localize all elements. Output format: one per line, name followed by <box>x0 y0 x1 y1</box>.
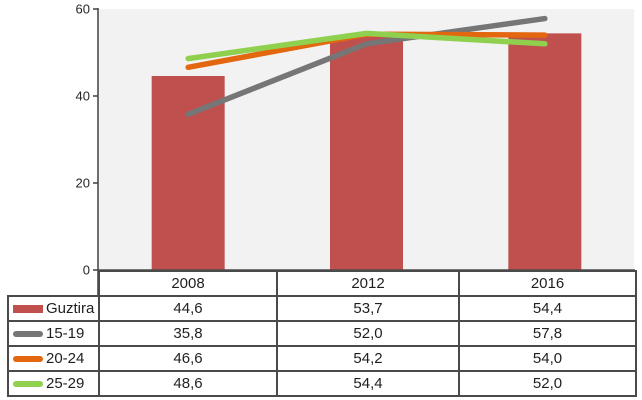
bar-guztira-2012 <box>330 36 403 270</box>
x-axis-label-2016: 2016 <box>458 270 637 297</box>
table-row: Guztira 44,6 53,7 54,4 <box>7 295 637 322</box>
legend-swatch-15-19 <box>13 331 43 338</box>
legend-label: 20-24 <box>46 350 85 367</box>
legend-label: 25-29 <box>46 375 85 392</box>
legend-swatch-20-24 <box>13 356 43 363</box>
legend-cell-guztira: Guztira <box>7 295 100 322</box>
y-tick-label: 20 <box>76 176 90 191</box>
table-cell: 52,0 <box>458 370 637 397</box>
bar-guztira-2008 <box>151 75 225 271</box>
legend-cell-20-24: 20-24 <box>7 345 100 372</box>
legend-swatch-guztira <box>13 305 43 314</box>
table-row: 15-19 35,8 52,0 57,8 <box>7 320 637 347</box>
table-row: 20-24 46,6 54,2 54,0 <box>7 345 637 372</box>
x-axis-label-2008: 2008 <box>98 270 278 297</box>
table-cell: 54,2 <box>276 345 460 372</box>
y-tick-label: 60 <box>76 2 90 17</box>
table-cell: 44,6 <box>98 295 278 322</box>
x-axis-label-row: 2008 2012 2016 <box>8 270 637 297</box>
y-tick-label: 0 <box>83 263 90 278</box>
table-cell: 57,8 <box>458 320 637 347</box>
legend-swatch-25-29 <box>13 381 43 388</box>
bar-guztira-2016 <box>508 33 582 270</box>
table-cell: 54,4 <box>458 295 637 322</box>
line-series-15-19 <box>185 15 548 118</box>
legend-cell-15-19: 15-19 <box>7 320 100 347</box>
line-series-25-29 <box>185 30 548 62</box>
x-axis-label-2012: 2012 <box>276 270 460 297</box>
table-cell: 54,4 <box>276 370 460 397</box>
legend-label: Guztira <box>46 300 95 317</box>
table-row: 25-29 48,6 54,4 52,0 <box>7 370 637 397</box>
table-cell: 52,0 <box>276 320 460 347</box>
table-cell: 53,7 <box>276 295 460 322</box>
table-cell: 48,6 <box>98 370 278 397</box>
table-cell: 35,8 <box>98 320 278 347</box>
table-corner-blank <box>8 271 99 296</box>
data-table: 2008 2012 2016 Guztira 44,6 53,7 54,4 15… <box>7 270 637 397</box>
y-tick-label: 40 <box>76 89 90 104</box>
legend-cell-25-29: 25-29 <box>7 370 100 397</box>
table-cell: 54,0 <box>458 345 637 372</box>
legend-label: 15-19 <box>46 325 85 342</box>
bar-line-chart: 0 20 40 60 <box>76 2 635 295</box>
table-cell: 46,6 <box>98 345 278 372</box>
